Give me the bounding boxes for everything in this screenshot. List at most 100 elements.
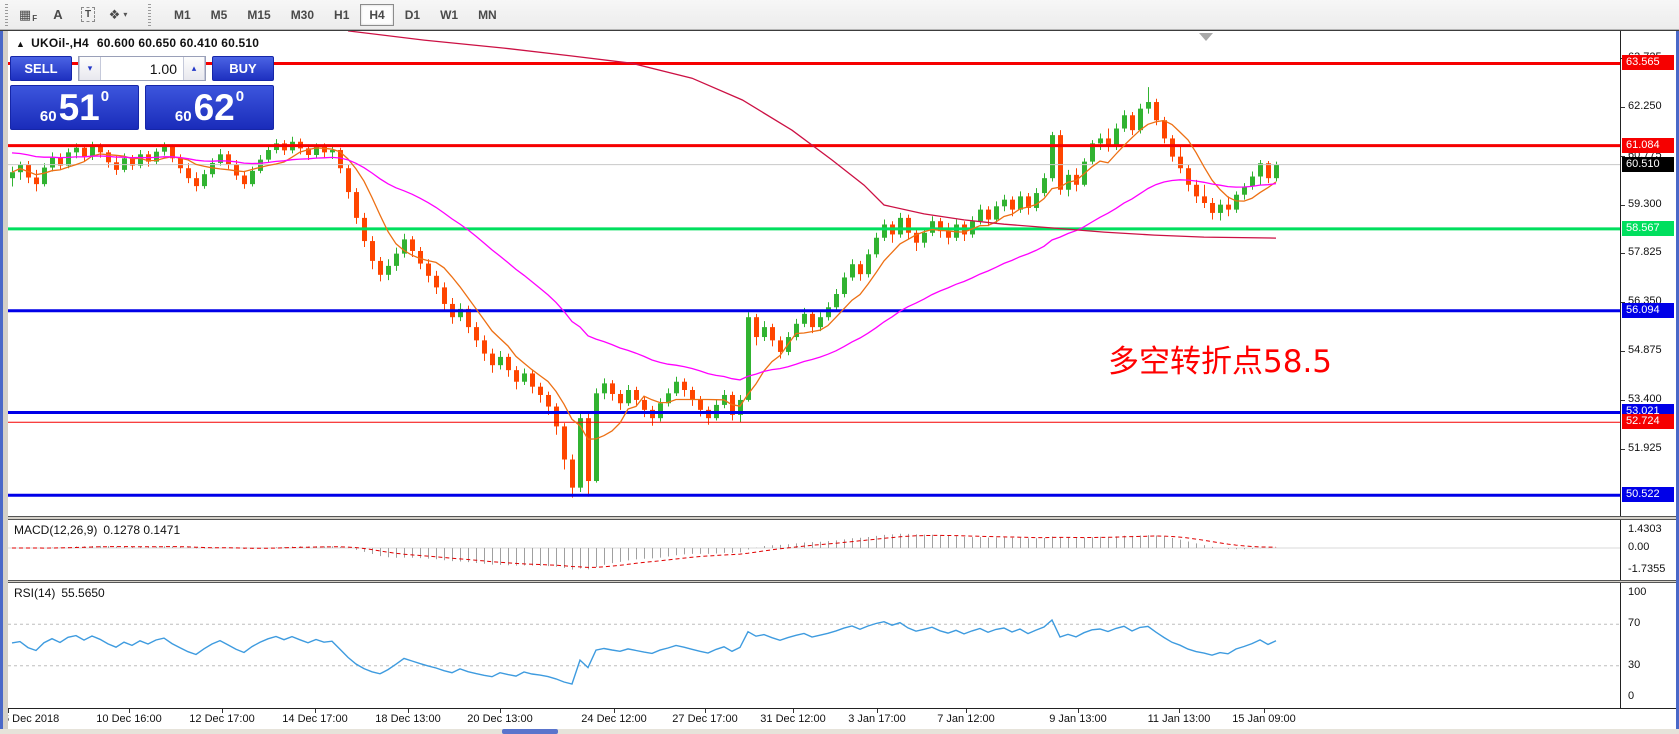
one-click-trading-panel: SELL ▾ ▴ BUY 60 51 0 60 62 0 [10, 56, 274, 130]
timeframe-button-d1[interactable]: D1 [404, 7, 421, 22]
toolbar-drag-handle[interactable] [4, 3, 9, 26]
pane-splitter-macd-rsi[interactable] [0, 580, 1679, 583]
sell-price-sup: 0 [100, 88, 110, 105]
macd-pane[interactable] [8, 520, 1620, 580]
price-tick-label: 54.875 [1628, 344, 1662, 357]
chart-text-annotation: 多空转折点58.5 [1108, 344, 1333, 380]
time-tick-mark [705, 709, 706, 713]
price-tick-label: 59.300 [1628, 197, 1662, 210]
timeframe-button-w1[interactable]: W1 [440, 7, 459, 22]
chart-symbol-period: UKOil-,H4 [31, 36, 89, 50]
rsi-axis-label: 0 [1628, 690, 1635, 702]
ma-slow-line [347, 31, 1277, 239]
time-tick-mark [966, 709, 967, 713]
timeframe-button-m1[interactable]: M1 [174, 7, 191, 22]
time-tick-label: 15 Jan 09:00 [1232, 713, 1296, 725]
window-right-border [1676, 31, 1679, 734]
toolbar-styler-icon[interactable]: ❖ ▾ [108, 6, 128, 22]
timeframe-button-h4[interactable]: H4 [360, 3, 394, 26]
price-tick-mark [1621, 107, 1625, 108]
time-tick-label: 7 Jan 12:00 [937, 713, 995, 725]
timeframe-toolbar-drag-handle[interactable] [147, 3, 152, 26]
time-tick-mark [222, 709, 223, 713]
ma-medium-line [11, 152, 1277, 381]
horizontal-level-lines [8, 61, 1620, 497]
time-tick-label: 18 Dec 13:00 [375, 713, 441, 725]
timeframe-button-mn[interactable]: MN [478, 7, 497, 22]
rsi-line [11, 618, 1277, 685]
macd-signal-line [12, 534, 1277, 568]
collapse-triangle-icon[interactable]: ▲ [16, 39, 26, 49]
time-tick-mark [877, 709, 878, 713]
timeframe-toolbar: M1 M5 M15 M30 H1 H4 D1 W1 MN [164, 3, 507, 26]
chart-title: ▲ UKOil-,H4 60.600 60.650 60.410 60.510 [16, 36, 259, 50]
volume-input[interactable] [101, 57, 183, 80]
price-tick-label: 53.400 [1628, 392, 1662, 405]
time-tick-label: 27 Dec 17:00 [672, 713, 738, 725]
price-badge-63.565: 63.565 [1622, 55, 1674, 71]
chart-ohlc-values: 60.600 60.650 60.410 60.510 [96, 36, 260, 50]
time-tick-label: 14 Dec 17:00 [282, 713, 348, 725]
timeframe-button-h1[interactable]: H1 [334, 7, 350, 22]
time-tick-mark [500, 709, 501, 713]
time-tick-mark [408, 709, 409, 713]
chart-shift-marker-icon[interactable] [1199, 33, 1213, 41]
rsi-pane[interactable] [8, 583, 1620, 708]
time-tick-label: 12 Dec 17:00 [189, 713, 255, 725]
price-badge-60.510: 60.510 [1622, 156, 1674, 172]
volume-decrease-button[interactable]: ▾ [79, 57, 101, 80]
price-badge-58.567: 58.567 [1622, 220, 1674, 236]
pane-splitter-main-macd[interactable] [0, 516, 1679, 520]
toolbar-symbols-icon[interactable]: ▦ F [18, 6, 38, 24]
caret-down-icon: ▾ [87, 63, 93, 73]
time-tick-mark [614, 709, 615, 713]
price-tick-mark [1621, 399, 1625, 401]
buy-price-box[interactable]: 60 62 0 [145, 85, 274, 130]
timeframe-button-m30[interactable]: M30 [290, 7, 315, 22]
rsi-axis-label: 30 [1628, 658, 1641, 671]
sell-price-box[interactable]: 60 51 0 [10, 85, 139, 130]
price-badge-61.084: 61.084 [1622, 137, 1674, 153]
price-badge-52.724: 52.724 [1622, 414, 1674, 430]
time-tick-label: 9 Jan 13:00 [1049, 713, 1107, 725]
price-tick-mark [1621, 448, 1625, 450]
ma-fast-line [11, 119, 1277, 440]
time-tick-mark [793, 709, 794, 713]
toolbar-text-label-icon[interactable]: A [53, 7, 63, 22]
horizontal-scrollbar[interactable] [0, 729, 1679, 734]
price-tick-mark [1621, 204, 1625, 206]
time-tick-label: 24 Dec 12:00 [581, 713, 647, 725]
buy-price-big: 62 [193, 87, 235, 128]
time-axis[interactable]: 6 Dec 2018 10 Dec 16:00 12 Dec 17:00 14 Dec… [0, 708, 1679, 729]
buy-button[interactable]: BUY [212, 56, 274, 81]
price-tick-mark [1621, 253, 1625, 255]
time-tick-mark [129, 709, 130, 713]
volume-stepper: ▾ ▴ [78, 56, 206, 81]
candles [10, 87, 1279, 498]
time-tick-mark [1179, 709, 1180, 713]
time-tick-label: 3 Jan 17:00 [848, 713, 906, 725]
main-chart[interactable] [8, 31, 1620, 516]
scrollbar-thumb[interactable] [502, 729, 558, 734]
sell-button[interactable]: SELL [10, 56, 72, 81]
price-tick-label: 57.825 [1628, 246, 1662, 259]
buy-price-sup: 0 [235, 88, 245, 105]
price-axis[interactable]: 63.72562.25060.77559.30057.82556.35054.8… [1620, 31, 1676, 728]
macd-axis-label: 0.00 [1628, 541, 1650, 553]
volume-increase-button[interactable]: ▴ [183, 57, 205, 80]
time-tick-mark [1078, 709, 1079, 713]
time-tick-label: 6 Dec 2018 [3, 713, 60, 725]
timeframe-button-m15[interactable]: M15 [247, 7, 271, 22]
time-tick-label: 11 Jan 13:00 [1147, 713, 1211, 725]
toolbar-text-box-icon[interactable]: T [75, 3, 101, 27]
buy-price-prefix: 60 [174, 108, 192, 125]
macd-histogram [20, 533, 1277, 570]
macd-axis-label: -1.7355 [1628, 562, 1666, 575]
timeframe-button-m5[interactable]: M5 [210, 7, 228, 22]
time-tick-mark [315, 709, 316, 713]
price-badge-50.522: 50.522 [1622, 487, 1674, 503]
sell-price-big: 51 [58, 87, 100, 128]
toolbar: ▦ F A T ❖ ▾ M1 M5 M15 M30 H1 H4 D1 W1 MN [0, 0, 1679, 30]
window-top-border [0, 30, 1679, 31]
